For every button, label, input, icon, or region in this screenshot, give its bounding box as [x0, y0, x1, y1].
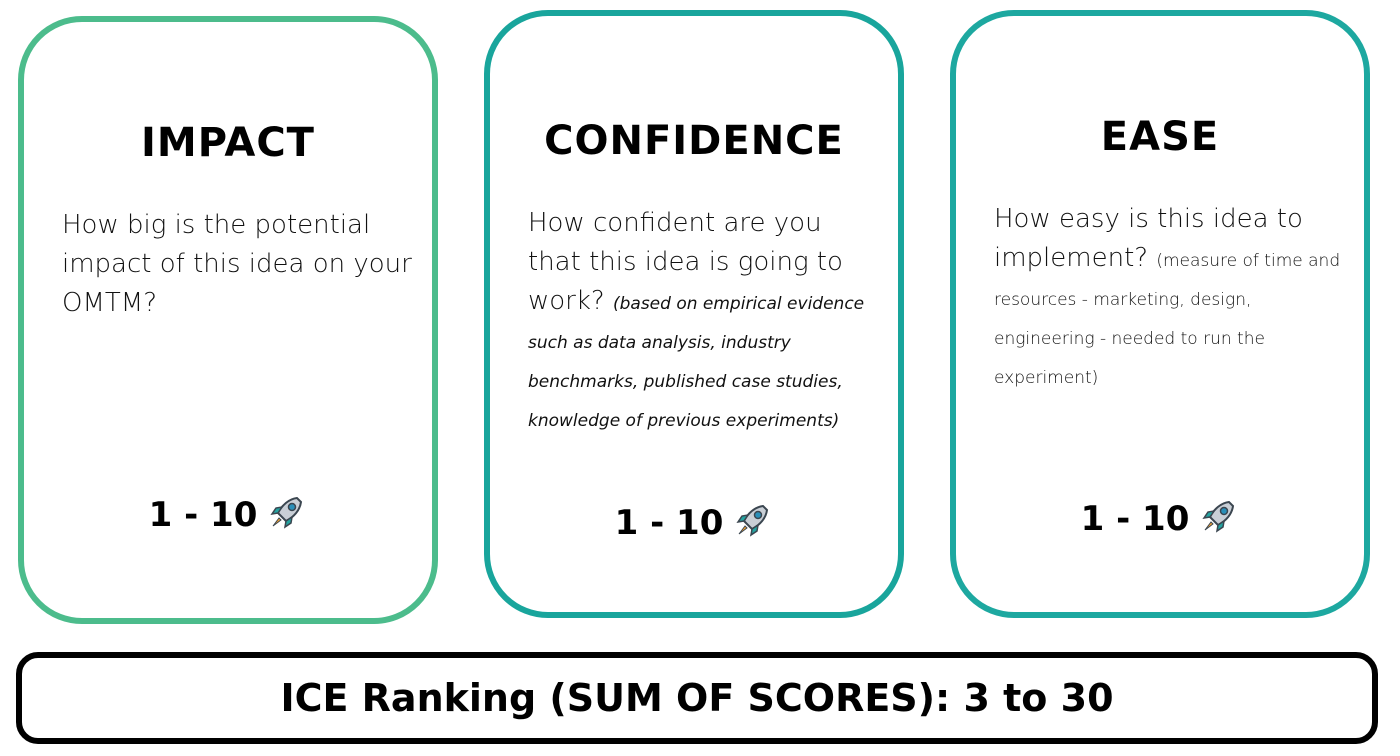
impact-score-range: 1 - 10: [148, 495, 258, 535]
confidence-score-range: 1 - 10: [614, 503, 724, 543]
confidence-card: CONFIDENCE How confident are you that th…: [484, 10, 904, 618]
confidence-note: (based on empirical evidence such as dat…: [528, 294, 865, 431]
confidence-title: CONFIDENCE: [544, 118, 844, 164]
rocket-icon: [736, 504, 769, 537]
confidence-description: How confident are you that this idea is …: [528, 204, 878, 438]
ice-ranking-text: ICE Ranking (SUM OF SCORES): 3 to 30: [280, 676, 1114, 720]
ease-score-range: 1 - 10: [1080, 499, 1190, 539]
impact-title: IMPACT: [141, 120, 315, 166]
ice-ranking-box: ICE Ranking (SUM OF SCORES): 3 to 30: [16, 652, 1378, 744]
impact-description-text: How big is the potential impact of this …: [62, 210, 412, 318]
ease-description: How easy is this idea to implement? (mea…: [994, 200, 1344, 395]
confidence-description-text: How confident are you that this idea is …: [528, 208, 843, 316]
impact-score: 1 - 10: [24, 492, 432, 535]
ease-note: (measure of time and resources - marketi…: [994, 251, 1341, 388]
ease-description-text: How easy is this idea to implement?: [994, 204, 1303, 273]
rocket-icon: [1202, 500, 1235, 533]
rocket-icon: [270, 496, 303, 529]
impact-card: IMPACT How big is the potential impact o…: [18, 16, 438, 624]
ease-card: EASE How easy is this idea to implement?…: [950, 10, 1370, 618]
ease-score: 1 - 10: [956, 496, 1364, 539]
impact-description: How big is the potential impact of this …: [62, 206, 412, 323]
confidence-score: 1 - 10: [490, 500, 898, 543]
ease-title: EASE: [1100, 114, 1220, 160]
